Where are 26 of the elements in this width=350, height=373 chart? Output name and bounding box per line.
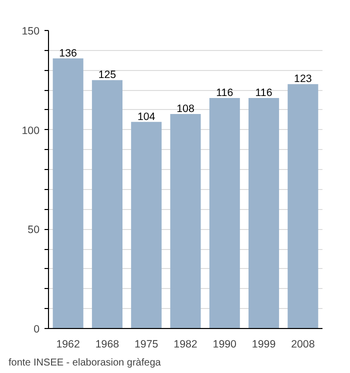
bar bbox=[170, 114, 201, 328]
data-label: 108 bbox=[176, 102, 194, 115]
x-tick-label: 1968 bbox=[95, 338, 120, 350]
y-tick-label: 50 bbox=[28, 224, 40, 236]
y-tick-label: 150 bbox=[22, 26, 40, 38]
x-tick-label: 1982 bbox=[174, 338, 198, 350]
data-label: 123 bbox=[294, 73, 312, 86]
source-note: fonte INSEE - elaborasion gràfega bbox=[8, 358, 162, 368]
x-tick-label: 1962 bbox=[56, 338, 80, 350]
x-tick-label: 1999 bbox=[252, 338, 276, 350]
bar bbox=[52, 58, 84, 328]
data-label: 125 bbox=[98, 69, 116, 82]
bar bbox=[248, 98, 280, 328]
data-label: 116 bbox=[255, 87, 272, 100]
bar bbox=[92, 80, 122, 328]
data-label: 104 bbox=[137, 110, 156, 123]
x-tick-label: 1975 bbox=[134, 338, 158, 350]
data-label: 136 bbox=[59, 47, 78, 60]
x-tick-label: 1990 bbox=[212, 338, 237, 350]
y-tick-label: 100 bbox=[22, 124, 40, 137]
data-label: 116 bbox=[216, 87, 234, 100]
bar bbox=[209, 98, 240, 328]
y-tick-label: 0 bbox=[34, 324, 40, 336]
bar bbox=[288, 84, 318, 328]
bar bbox=[131, 122, 162, 328]
x-tick-label: 2008 bbox=[291, 338, 315, 350]
